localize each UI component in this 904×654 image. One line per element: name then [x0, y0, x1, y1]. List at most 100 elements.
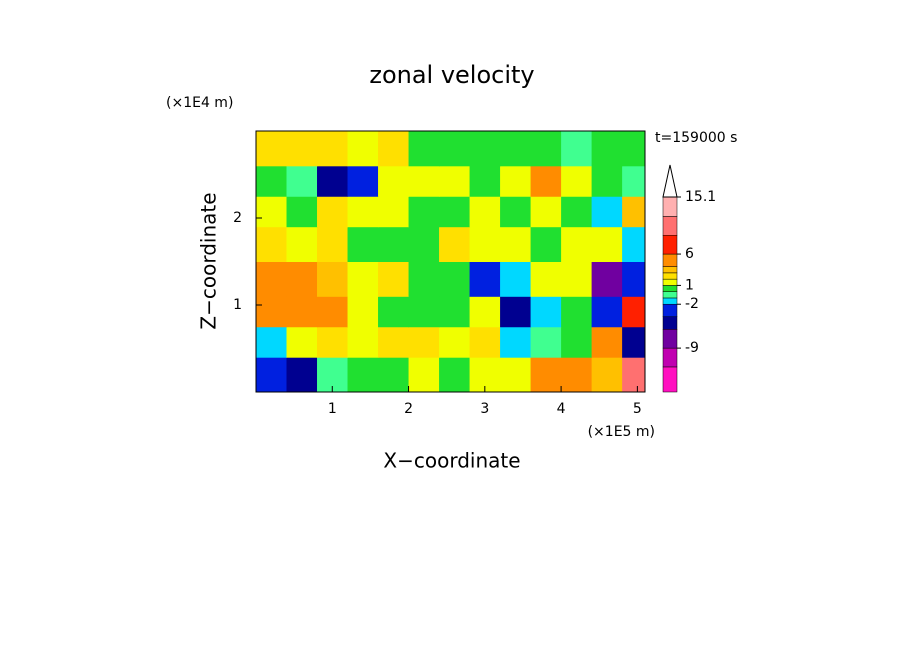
colorbar-segment — [662, 297, 678, 305]
heat-cell — [256, 165, 288, 197]
heat-cell — [347, 357, 379, 393]
heat-cell — [378, 261, 410, 297]
colorbar-segment — [662, 347, 678, 368]
heat-cell — [469, 261, 501, 297]
heat-cell — [530, 165, 562, 197]
heat-cell — [408, 165, 440, 197]
colorbar-segment — [662, 285, 678, 292]
heat-cell — [500, 196, 532, 228]
colorbar-segment — [662, 266, 678, 274]
heat-cell — [500, 131, 532, 167]
heat-cell — [591, 357, 623, 393]
colorbar-tick-label: 6 — [685, 246, 694, 262]
heat-cell — [439, 326, 471, 358]
heat-cell — [469, 226, 501, 262]
heat-cell — [591, 261, 623, 297]
heat-cell — [256, 326, 288, 358]
heat-cell — [317, 196, 349, 228]
heat-cell — [347, 226, 379, 262]
heat-cell — [622, 326, 646, 358]
colorbar-segment — [662, 253, 678, 267]
heat-cell — [530, 226, 562, 262]
heat-cell — [347, 196, 379, 228]
heat-cell — [622, 357, 646, 393]
heat-cell — [469, 196, 501, 228]
heat-cell — [469, 326, 501, 358]
heat-cell — [622, 131, 646, 167]
heat-cell — [561, 226, 593, 262]
heat-cell — [317, 261, 349, 297]
y-tick-label: 1 — [233, 297, 242, 313]
heat-cell — [408, 226, 440, 262]
heat-cell — [561, 261, 593, 297]
heat-cell — [317, 226, 349, 262]
heat-cell — [439, 357, 471, 393]
heat-cell — [561, 165, 593, 197]
heat-cell — [530, 296, 562, 328]
heat-cell — [500, 226, 532, 262]
heat-cell — [286, 196, 318, 228]
heat-cell — [286, 261, 318, 297]
heat-cell — [317, 131, 349, 167]
heat-cell — [530, 261, 562, 297]
x-tick-label: 5 — [633, 401, 642, 417]
y-unit: (×1E4 m) — [166, 95, 233, 111]
time-annotation: t=159000 s — [655, 130, 737, 146]
heat-cell — [439, 261, 471, 297]
heat-cell — [591, 326, 623, 358]
heat-cell — [591, 131, 623, 167]
heat-cell — [622, 261, 646, 297]
colorbar-tick-label: -2 — [685, 296, 699, 312]
x-tick-label: 4 — [557, 401, 566, 417]
heat-cell — [622, 165, 646, 197]
heat-cell — [286, 226, 318, 262]
heat-cell — [408, 196, 440, 228]
colorbar-segment — [662, 291, 678, 299]
heat-cell — [256, 226, 288, 262]
heat-cell — [378, 131, 410, 167]
heat-cell — [378, 326, 410, 358]
heat-cell — [408, 261, 440, 297]
heat-cell — [530, 326, 562, 358]
chart-title: zonal velocity — [369, 61, 534, 89]
heat-cell — [256, 357, 288, 393]
heat-cell — [286, 357, 318, 393]
heat-cell — [256, 261, 288, 297]
heat-cell — [500, 326, 532, 358]
heat-cell — [256, 296, 288, 328]
heat-cell — [317, 296, 349, 328]
heat-cell — [286, 165, 318, 197]
colorbar-segment — [662, 278, 678, 286]
heat-cell — [469, 131, 501, 167]
heat-cell — [591, 196, 623, 228]
heat-cell — [530, 131, 562, 167]
heat-cell — [561, 131, 593, 167]
heat-cell — [378, 226, 410, 262]
heat-cell — [500, 261, 532, 297]
heat-cell — [439, 226, 471, 262]
heat-cell — [500, 296, 532, 328]
x-axis-label: X−coordinate — [383, 449, 520, 473]
colorbar-extension — [662, 164, 678, 198]
y-axis-label: Z−coordinate — [197, 192, 221, 329]
heat-cell — [408, 357, 440, 393]
heat-cell — [561, 196, 593, 228]
x-tick-label: 1 — [328, 401, 337, 417]
heat-cell — [378, 296, 410, 328]
heat-cell — [561, 326, 593, 358]
x-tick-label: 2 — [404, 401, 413, 417]
colorbar-segment — [662, 216, 678, 236]
heat-cell — [439, 196, 471, 228]
heat-cell — [378, 165, 410, 197]
heat-cell — [469, 296, 501, 328]
heat-cell — [256, 131, 288, 167]
heat-cell — [530, 196, 562, 228]
heat-cell — [378, 196, 410, 228]
heat-cell — [469, 165, 501, 197]
heat-cell — [286, 296, 318, 328]
heat-cell — [591, 226, 623, 262]
heat-cell — [286, 326, 318, 358]
heat-cell — [622, 296, 646, 328]
colorbar-segment — [662, 316, 678, 330]
